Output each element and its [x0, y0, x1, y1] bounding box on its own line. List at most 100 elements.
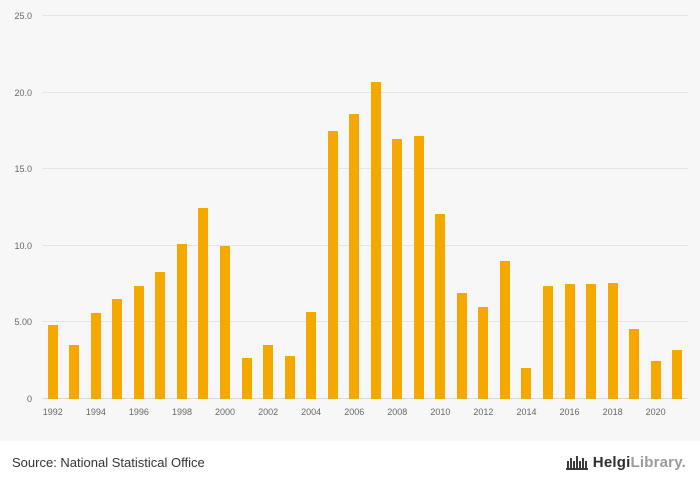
- bar-slot: [516, 16, 538, 399]
- y-axis-tick-label: 10.0: [14, 240, 32, 251]
- bar-2017[interactable]: [586, 284, 597, 399]
- bar-2005[interactable]: [327, 130, 338, 399]
- x-axis-tick-label: [623, 407, 645, 421]
- x-axis-tick-label: 2000: [215, 407, 236, 417]
- bar-2013[interactable]: [499, 261, 510, 399]
- bar-slot: [473, 16, 495, 399]
- bar-1996[interactable]: [133, 285, 144, 399]
- chart-footer: Source: National Statistical Office Helg…: [0, 441, 700, 483]
- bar-2011[interactable]: [456, 293, 467, 399]
- bar-slot: [257, 16, 279, 399]
- bar-slot: [537, 16, 559, 399]
- bar-slot: [343, 16, 365, 399]
- y-axis-tick-label: 25.0: [14, 11, 32, 21]
- bar-slot: [387, 16, 409, 399]
- bar-2000[interactable]: [220, 245, 231, 399]
- bar-2019[interactable]: [629, 328, 640, 399]
- bar-2020[interactable]: [650, 360, 661, 399]
- bar-slot: [559, 16, 581, 399]
- y-axis-tick-label: 15.0: [14, 164, 32, 175]
- x-axis-tick-label: 2016: [559, 407, 580, 417]
- x-axis-tick-label: [365, 407, 387, 421]
- bar-slot: [623, 16, 645, 399]
- bar-2021[interactable]: [672, 349, 683, 399]
- bar-slot: [150, 16, 172, 399]
- x-axis-tick-label: [408, 407, 430, 421]
- x-axis-tick-label: [666, 407, 688, 421]
- bar-chart: 0 5.00 10.0 15.0 20.0 25.0 1992 1994 1996 1998 20…: [0, 11, 688, 421]
- bar-2001[interactable]: [241, 357, 252, 399]
- bar-2004[interactable]: [306, 311, 317, 399]
- bar-slot: [128, 16, 150, 399]
- bar-slot: [580, 16, 602, 399]
- bar-2012[interactable]: [478, 307, 489, 399]
- bar-2003[interactable]: [284, 356, 295, 399]
- x-axis-tick-label: [236, 407, 258, 421]
- bar-2014[interactable]: [521, 368, 532, 399]
- x-axis-tick-label: 2014: [516, 407, 537, 417]
- bar-2009[interactable]: [413, 135, 424, 399]
- bar-slot: [602, 16, 624, 399]
- gridline: [42, 244, 688, 246]
- logo-text-library: Library.: [630, 453, 686, 471]
- x-axis-tick-label: [193, 407, 215, 421]
- x-axis-tick-label: 1996: [128, 407, 149, 417]
- gridline: [42, 168, 688, 170]
- bar-slot: [645, 16, 667, 399]
- logo-text: HelgiLibrary.: [593, 454, 686, 471]
- logo-text-helgi: Helgi: [592, 453, 631, 471]
- bar-slot: [42, 16, 64, 399]
- x-axis-tick-label: [537, 407, 559, 421]
- bar-2018[interactable]: [607, 282, 618, 399]
- x-axis-tick-label: 2006: [344, 407, 365, 417]
- x-axis-tick-label: 2020: [645, 407, 666, 417]
- bar-2015[interactable]: [542, 285, 553, 399]
- source-text: Source: National Statistical Office: [12, 454, 205, 470]
- bar-1999[interactable]: [198, 207, 209, 399]
- x-axis-tick-label: 1998: [171, 407, 192, 417]
- bar-2007[interactable]: [370, 81, 381, 399]
- bar-2006[interactable]: [349, 114, 360, 399]
- bar-slot: [279, 16, 301, 399]
- bars-container: [42, 16, 688, 399]
- bar-slot: [193, 16, 215, 399]
- bar-slot: [214, 16, 236, 399]
- x-axis-tick-label: 2010: [430, 407, 451, 417]
- bar-2008[interactable]: [392, 138, 403, 399]
- bar-slot: [666, 16, 688, 399]
- x-axis-tick-label: 1994: [85, 407, 106, 417]
- bar-slot: [430, 16, 452, 399]
- bar-slot: [451, 16, 473, 399]
- x-axis-tick-label: [279, 407, 301, 421]
- bar-1995[interactable]: [112, 299, 123, 399]
- bar-1998[interactable]: [176, 244, 187, 399]
- x-axis-labels: 1992 1994 1996 1998 2000 2002 2004 2006 2008 2010…: [42, 407, 688, 421]
- x-axis-tick-label: 2012: [473, 407, 494, 417]
- x-axis-tick-label: 2018: [602, 407, 623, 417]
- y-axis-tick-label: 5.00: [14, 317, 32, 328]
- y-axis-labels: 0 5.00 10.0 15.0 20.0 25.0: [0, 11, 36, 404]
- x-axis-tick-label: [322, 407, 344, 421]
- x-axis-tick-label: [451, 407, 473, 421]
- bar-1994[interactable]: [90, 313, 101, 399]
- bar-slot: [300, 16, 322, 399]
- gridline: [42, 91, 688, 93]
- x-axis-tick-label: [107, 407, 129, 421]
- helgilibrary-logo[interactable]: HelgiLibrary.: [565, 454, 686, 471]
- x-axis-tick-label: 2002: [258, 407, 279, 417]
- bar-slot: [494, 16, 516, 399]
- bar-2002[interactable]: [263, 345, 274, 399]
- plot-area: [42, 15, 688, 399]
- x-axis-tick-label: [64, 407, 86, 421]
- bar-1993[interactable]: [69, 345, 80, 399]
- gridline: [42, 321, 688, 323]
- bar-1992[interactable]: [47, 325, 58, 399]
- bar-slot: [322, 16, 344, 399]
- bar-slot: [408, 16, 430, 399]
- bar-1997[interactable]: [155, 271, 166, 399]
- bar-2010[interactable]: [435, 213, 446, 399]
- bar-slot: [365, 16, 387, 399]
- bar-2016[interactable]: [564, 284, 575, 399]
- bar-slot: [107, 16, 129, 399]
- bar-slot: [85, 16, 107, 399]
